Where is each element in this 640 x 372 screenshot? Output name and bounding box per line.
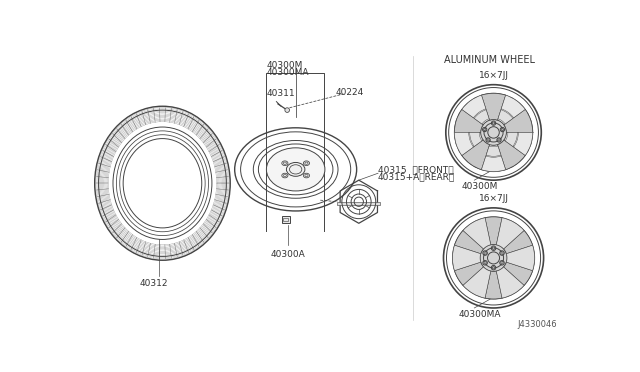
Wedge shape (454, 109, 483, 132)
Circle shape (498, 139, 500, 141)
Text: 40315+A（REAR）: 40315+A（REAR） (378, 173, 455, 182)
Text: 40315  （FRONT）: 40315 （FRONT） (378, 165, 454, 174)
Ellipse shape (282, 173, 288, 178)
Wedge shape (504, 262, 532, 285)
Wedge shape (454, 231, 483, 254)
Ellipse shape (287, 163, 305, 176)
Circle shape (500, 262, 503, 264)
Circle shape (501, 128, 504, 131)
Text: 40311: 40311 (266, 89, 295, 99)
Circle shape (492, 122, 495, 124)
Wedge shape (454, 132, 474, 155)
Bar (284, 218, 288, 221)
Wedge shape (454, 262, 483, 285)
Text: J4330046: J4330046 (518, 320, 557, 330)
Circle shape (480, 244, 507, 272)
Wedge shape (462, 95, 486, 118)
Text: 40300M: 40300M (462, 182, 499, 191)
Wedge shape (486, 146, 501, 156)
Ellipse shape (303, 161, 310, 166)
Wedge shape (497, 140, 525, 170)
Ellipse shape (282, 161, 288, 166)
Circle shape (492, 247, 495, 249)
Wedge shape (474, 110, 489, 124)
Text: 16×7JJ: 16×7JJ (479, 194, 509, 203)
Text: 40224: 40224 (336, 88, 364, 97)
Text: 40300A: 40300A (270, 250, 305, 259)
Wedge shape (498, 110, 513, 124)
Circle shape (500, 252, 503, 254)
Wedge shape (462, 140, 490, 170)
Wedge shape (497, 218, 524, 249)
Wedge shape (501, 95, 525, 118)
Text: 40300M: 40300M (266, 61, 303, 70)
Wedge shape (485, 271, 502, 299)
Circle shape (487, 139, 489, 141)
Wedge shape (481, 93, 506, 120)
Circle shape (492, 266, 495, 269)
Wedge shape (470, 132, 482, 147)
Wedge shape (497, 267, 524, 298)
Wedge shape (463, 267, 491, 298)
Wedge shape (505, 132, 517, 147)
Wedge shape (485, 217, 502, 245)
Circle shape (484, 262, 486, 264)
Circle shape (483, 128, 486, 131)
Ellipse shape (303, 173, 310, 178)
Wedge shape (504, 231, 532, 254)
Wedge shape (463, 218, 491, 249)
Text: 16×7JJ: 16×7JJ (479, 71, 509, 80)
Circle shape (484, 252, 486, 254)
Circle shape (285, 108, 289, 112)
Bar (337, 202, 380, 205)
Bar (282, 217, 289, 222)
Wedge shape (514, 132, 532, 155)
Ellipse shape (266, 148, 325, 191)
Circle shape (481, 119, 506, 145)
Text: 40312: 40312 (140, 279, 168, 288)
Text: 40300MA: 40300MA (459, 310, 501, 319)
Wedge shape (506, 245, 534, 270)
Text: 40300MA: 40300MA (266, 68, 309, 77)
Wedge shape (452, 245, 481, 270)
Wedge shape (481, 156, 506, 171)
Wedge shape (504, 109, 532, 132)
Text: ALUMINUM WHEEL: ALUMINUM WHEEL (444, 55, 535, 65)
